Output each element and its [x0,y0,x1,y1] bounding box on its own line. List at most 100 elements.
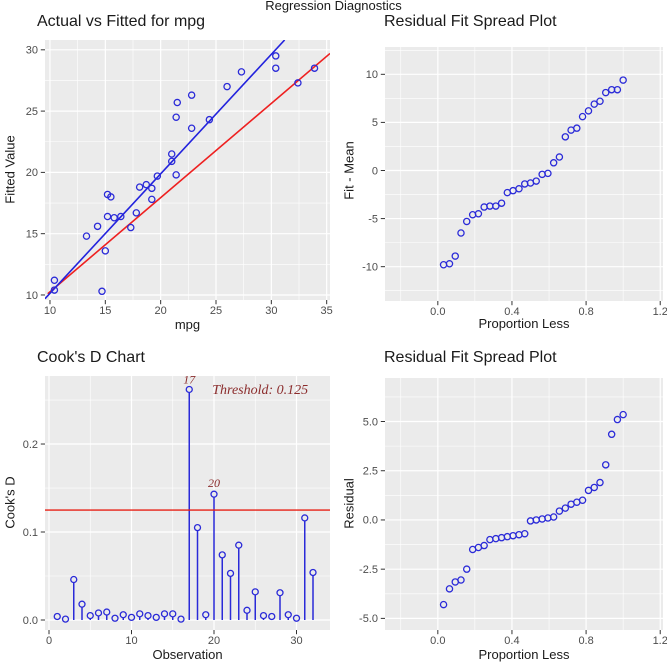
x-tick-label: 1.2 [653,635,667,647]
y-tick-label: 0.0 [23,615,38,627]
annotation: Threshold: 0.125 [212,383,308,398]
plot-title-rfs-fit: Residual Fit Spread Plot [384,13,557,30]
data-point [226,569,235,578]
gridlines-major [385,378,663,630]
annotation: 20 [208,476,220,490]
data-point [117,212,125,221]
y-tick-label: -10 [362,261,378,273]
data-point [439,600,448,609]
data-point [601,461,610,469]
y-tick-label: 0 [372,165,378,177]
data-point [243,606,251,614]
y-tick-label: -5.0 [359,613,378,625]
data-point [119,611,127,619]
data-point [251,588,259,596]
data-point [86,611,94,620]
data-point [135,183,144,191]
data-point [492,202,500,210]
data-point [292,614,301,622]
y-tick-label: 10 [26,290,38,302]
plot-title-rfs-residual: Residual Fit Spread Plot [384,349,557,366]
axis-ticks: 10 15 20 25 30 35 10 15 20 25 30 [26,45,333,317]
chart-geometry [439,76,627,269]
gridlines-minor [385,378,663,630]
data-point [93,222,102,231]
data-point [210,490,218,498]
x-tick-label: 10 [44,305,56,317]
data-point [61,615,70,623]
x-tick-label: 15 [99,305,111,317]
data-point [148,195,156,204]
data-point [578,496,587,505]
panel-background [385,47,663,301]
data-point [127,613,136,622]
data-point [187,91,196,99]
chart-geometry [439,410,627,609]
data-point [82,232,91,240]
x-tick-label: 30 [290,635,302,647]
chart-geometry: 17 20 Threshold: 0.125 [45,376,330,623]
x-tick-label: 10 [125,635,137,647]
data-point [185,385,193,394]
data-point [127,223,135,232]
axis-ticks: 0.0 0.4 0.8 1.2 -10 -5 0 5 10 [362,69,667,318]
data-point [445,260,454,268]
data-point [172,171,180,179]
data-point [462,565,471,573]
y-tick-label: 5 [372,117,378,129]
data-point [237,68,246,76]
regression-line [45,40,286,300]
x-tick-label: 35 [321,305,333,317]
data-point [294,79,302,87]
data-point [202,611,210,619]
data-point [272,64,280,72]
data-point [520,529,529,538]
y-tick-label: 5.0 [363,416,378,428]
data-point [153,172,162,180]
x-tick-label: 0.0 [430,635,445,647]
plot-title-cooks-d: Cook's D Chart [37,349,145,366]
data-point [578,112,587,121]
data-point [177,615,185,623]
gridlines-minor [45,40,330,300]
x-tick-label: 0.4 [504,306,519,318]
data-point [172,113,180,121]
points [439,410,627,609]
data-point [193,523,202,532]
panel-background [45,40,330,300]
y-tick-label: 2.5 [363,466,378,478]
data-point [142,180,151,189]
x-tick-label: 0.0 [430,306,445,318]
y-axis-title-residual: Residual [341,478,357,529]
x-axis-title-mpg: mpg [174,317,201,332]
chart-2: 17 20 Threshold: 0.125 0 10 20 30 0.0 0.1 0.2 [23,376,330,647]
data-point [173,98,182,107]
data-point [276,589,284,597]
gridlines-minor [45,376,330,630]
data-point [474,210,483,218]
y-tick-label: 30 [26,45,38,57]
data-point [549,159,558,167]
data-point [148,184,156,193]
data-point [590,100,598,108]
y-tick-label: 10 [366,69,378,81]
data-point [561,504,570,512]
data-point [596,478,604,487]
points [50,52,319,296]
data-point [94,609,103,617]
y-axis-title-fitted-value: Fitted Value [2,135,18,204]
x-tick-label: 0 [46,635,52,647]
data-point [169,610,177,618]
y-tick-label: 0.2 [23,439,38,451]
chart-1: 0.0 0.4 0.8 1.2 -10 -5 0 5 10 [362,47,667,318]
x-axis-title-observation: Observation [152,647,223,662]
data-point [515,185,523,193]
x-tick-label: 0.4 [504,635,519,647]
data-point [167,150,176,158]
y-axis-title-fit-mean: Fit - Mean [341,141,357,200]
data-point [160,610,169,618]
chart-0: 10 15 20 25 30 35 10 15 20 25 30 [26,40,333,317]
data-point [497,199,506,207]
data-point [272,52,280,60]
